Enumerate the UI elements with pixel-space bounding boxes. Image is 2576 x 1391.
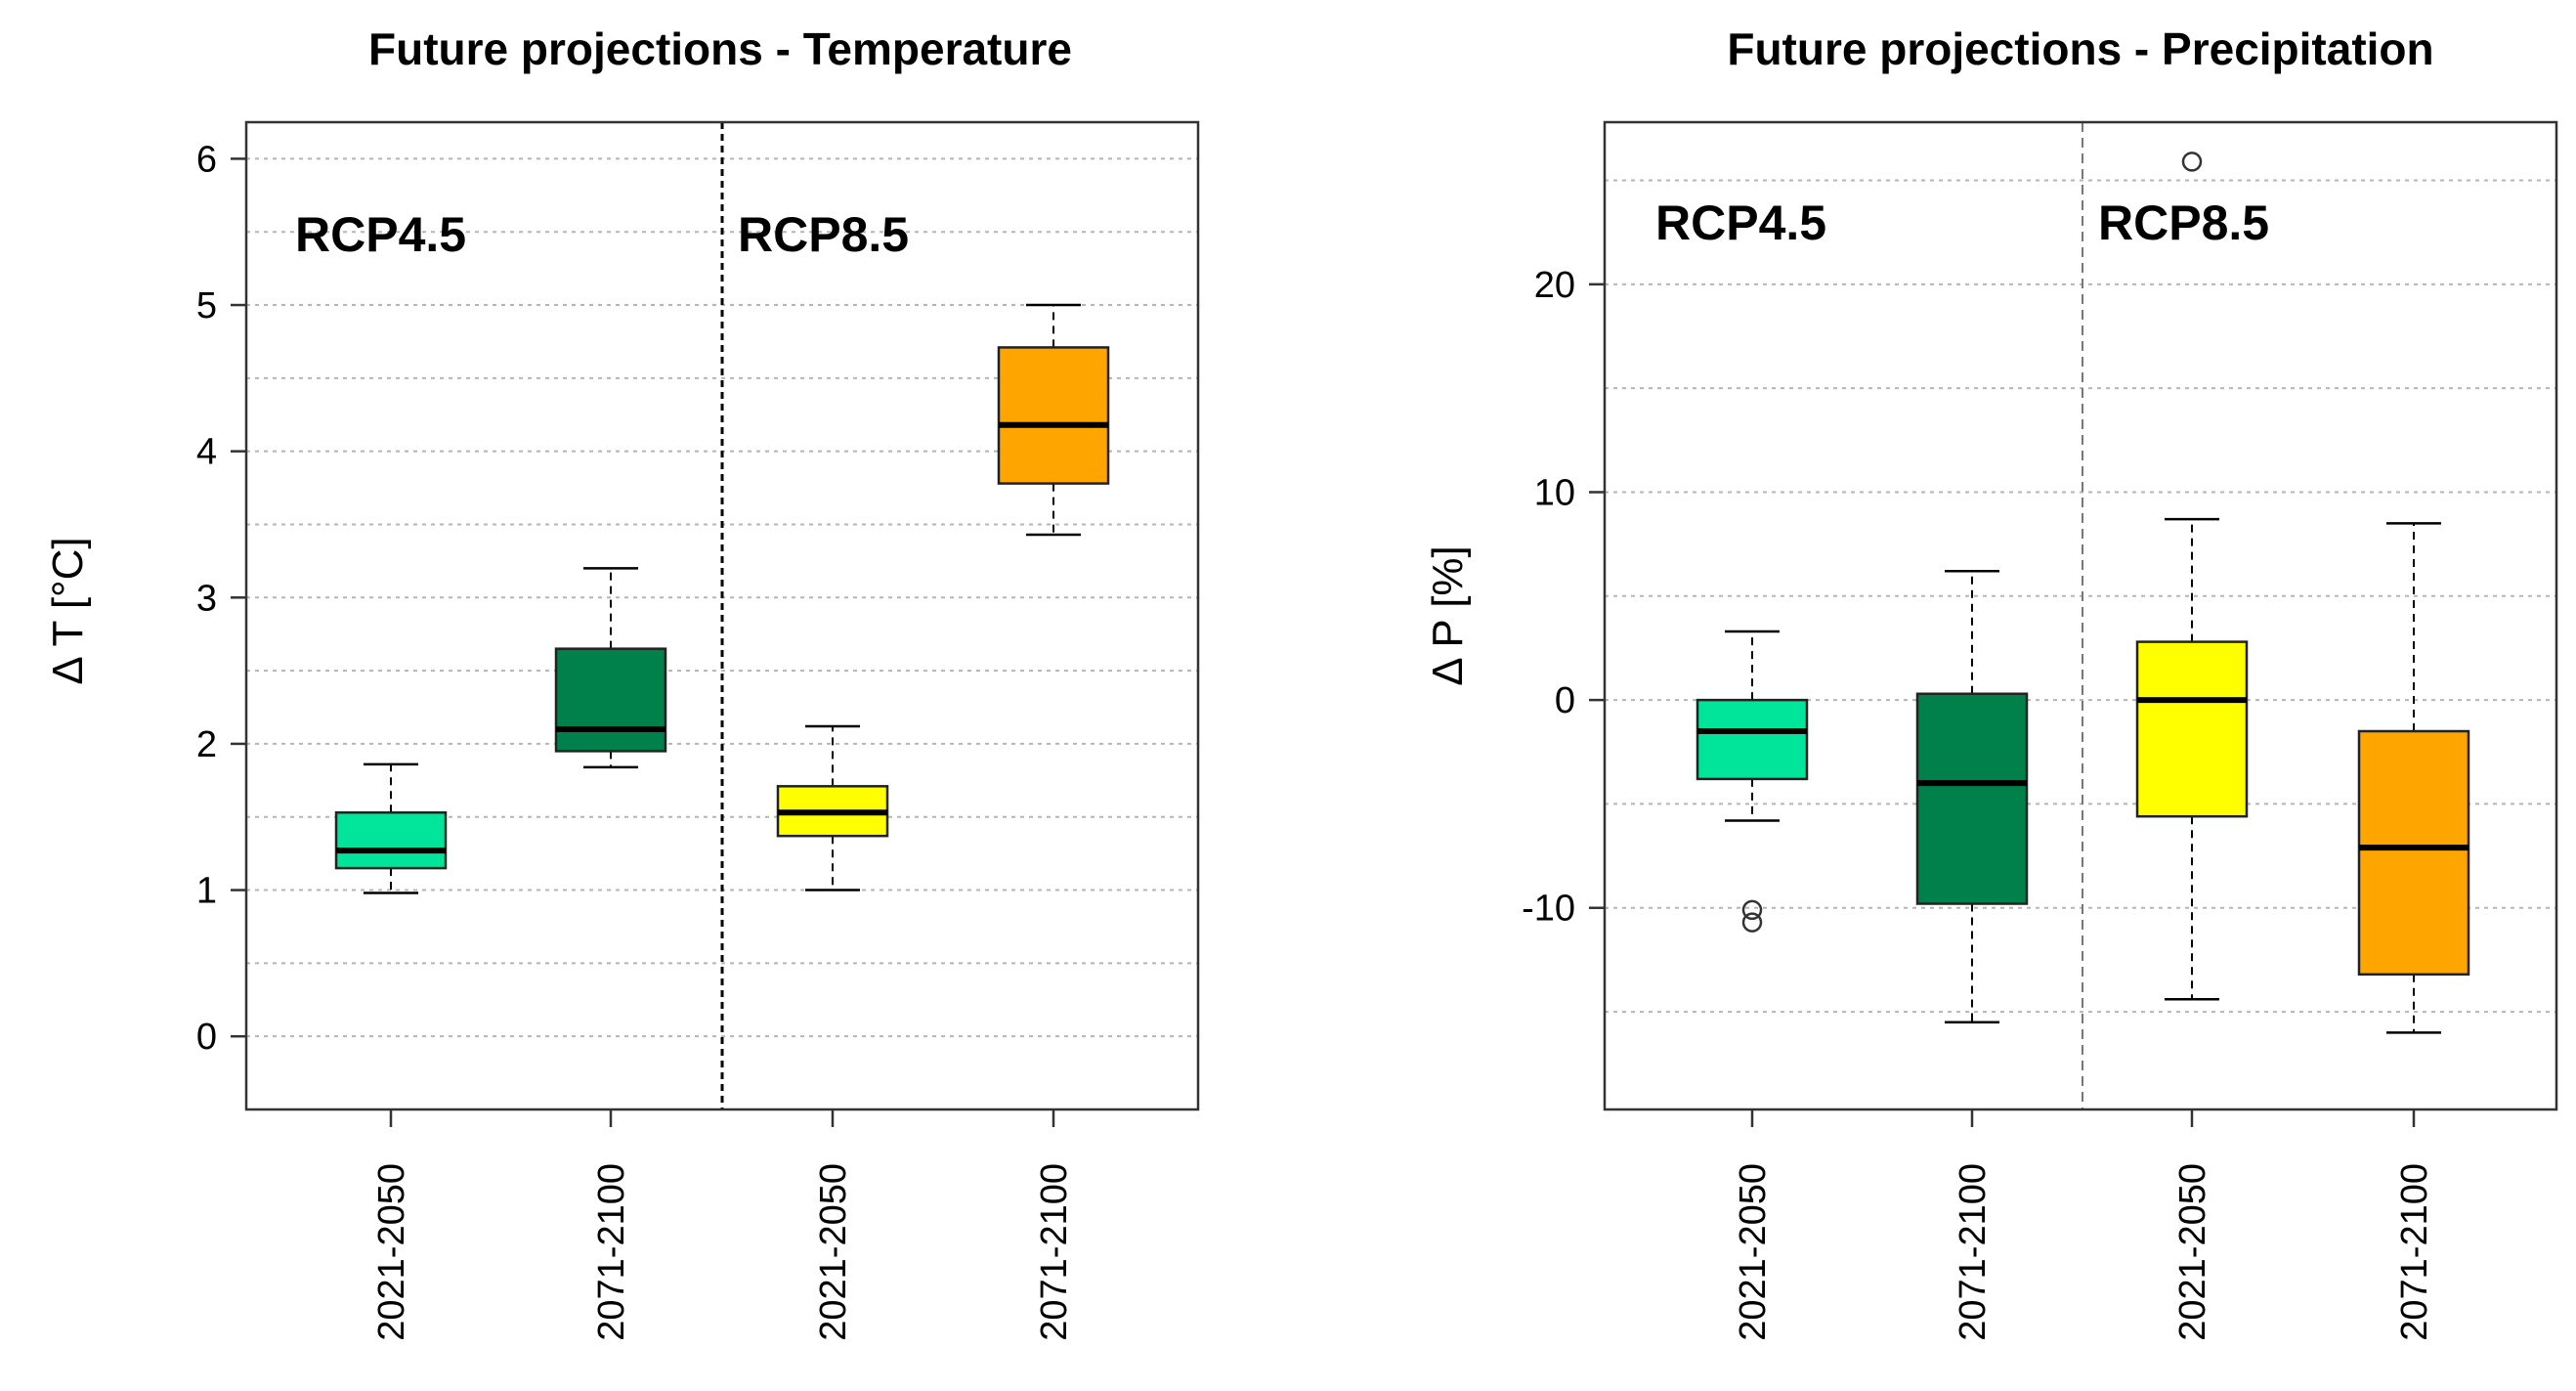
scenario-label-rcp85: RCP8.5 xyxy=(2098,196,2269,250)
y-tick-label: -10 xyxy=(1522,889,1575,930)
y-tick-label: 0 xyxy=(1555,680,1575,721)
x-tick-label: 2071-2100 xyxy=(591,1163,632,1341)
plot-area xyxy=(1696,122,2470,1109)
y-axis-title: Δ P [%] xyxy=(1424,545,1472,686)
y-axis-title: Δ T [°C] xyxy=(44,537,92,684)
box-rcp85-2071-2100 xyxy=(2357,522,2470,1034)
x-tick-label: 2071-2100 xyxy=(2394,1163,2435,1341)
iqr-box xyxy=(1696,698,1809,781)
chart-title: Future projections - Temperature xyxy=(368,23,1072,74)
scenario-label-rcp45: RCP4.5 xyxy=(295,207,466,262)
plot-frame xyxy=(1603,120,2558,1111)
x-tick-label: 2071-2100 xyxy=(1953,1163,1994,1341)
x-tick-label: 2021-2050 xyxy=(2172,1163,2213,1341)
iqr-box xyxy=(997,346,1110,485)
box-rcp85-2071-2100 xyxy=(997,303,1110,537)
precipitation-chart: Future projections - Precipitation RCP4.… xyxy=(1424,23,2558,1341)
temperature-chart: Future projections - Temperature RCP4.5 … xyxy=(44,23,1200,1341)
box-rcp45-2021-2050 xyxy=(334,762,448,894)
iqr-box xyxy=(2135,640,2249,818)
y-tick-label: 3 xyxy=(196,578,217,619)
box-rcp45-2071-2100 xyxy=(554,567,667,769)
y-tick-label: 1 xyxy=(196,871,217,912)
box-rcp45-2071-2100 xyxy=(1915,570,2029,1023)
x-tick-label: 2021-2050 xyxy=(813,1163,854,1341)
x-tick-label: 2071-2100 xyxy=(1034,1163,1075,1341)
x-tick-label: 2021-2050 xyxy=(371,1163,412,1341)
y-tick-label: 20 xyxy=(1534,265,1575,306)
iqr-box xyxy=(334,811,448,870)
y-tick-label: 5 xyxy=(196,285,217,326)
box-rcp45-2021-2050 xyxy=(1696,630,1809,933)
y-tick-label: 2 xyxy=(196,724,217,765)
box-rcp85-2021-2050 xyxy=(2135,152,2249,1001)
plot-area xyxy=(334,122,1110,1109)
x-tick-label: 2021-2050 xyxy=(1733,1163,1774,1341)
plot-frame xyxy=(244,120,1200,1111)
scenario-label-rcp85: RCP8.5 xyxy=(738,207,909,262)
y-tick-label: 0 xyxy=(196,1017,217,1058)
y-tick-label: 6 xyxy=(196,139,217,180)
y-tick-label: 4 xyxy=(196,432,217,473)
y-tick-label: 10 xyxy=(1534,472,1575,513)
outlier-point xyxy=(1741,912,1763,933)
outlier-point xyxy=(2181,152,2203,172)
iqr-box xyxy=(1915,692,2029,905)
chart-title: Future projections - Precipitation xyxy=(1727,23,2433,74)
box-rcp85-2021-2050 xyxy=(776,724,889,891)
scenario-label-rcp45: RCP4.5 xyxy=(1655,196,1826,250)
iqr-box xyxy=(2357,729,2470,977)
iqr-box xyxy=(554,647,667,753)
outlier-point xyxy=(1741,899,1763,921)
